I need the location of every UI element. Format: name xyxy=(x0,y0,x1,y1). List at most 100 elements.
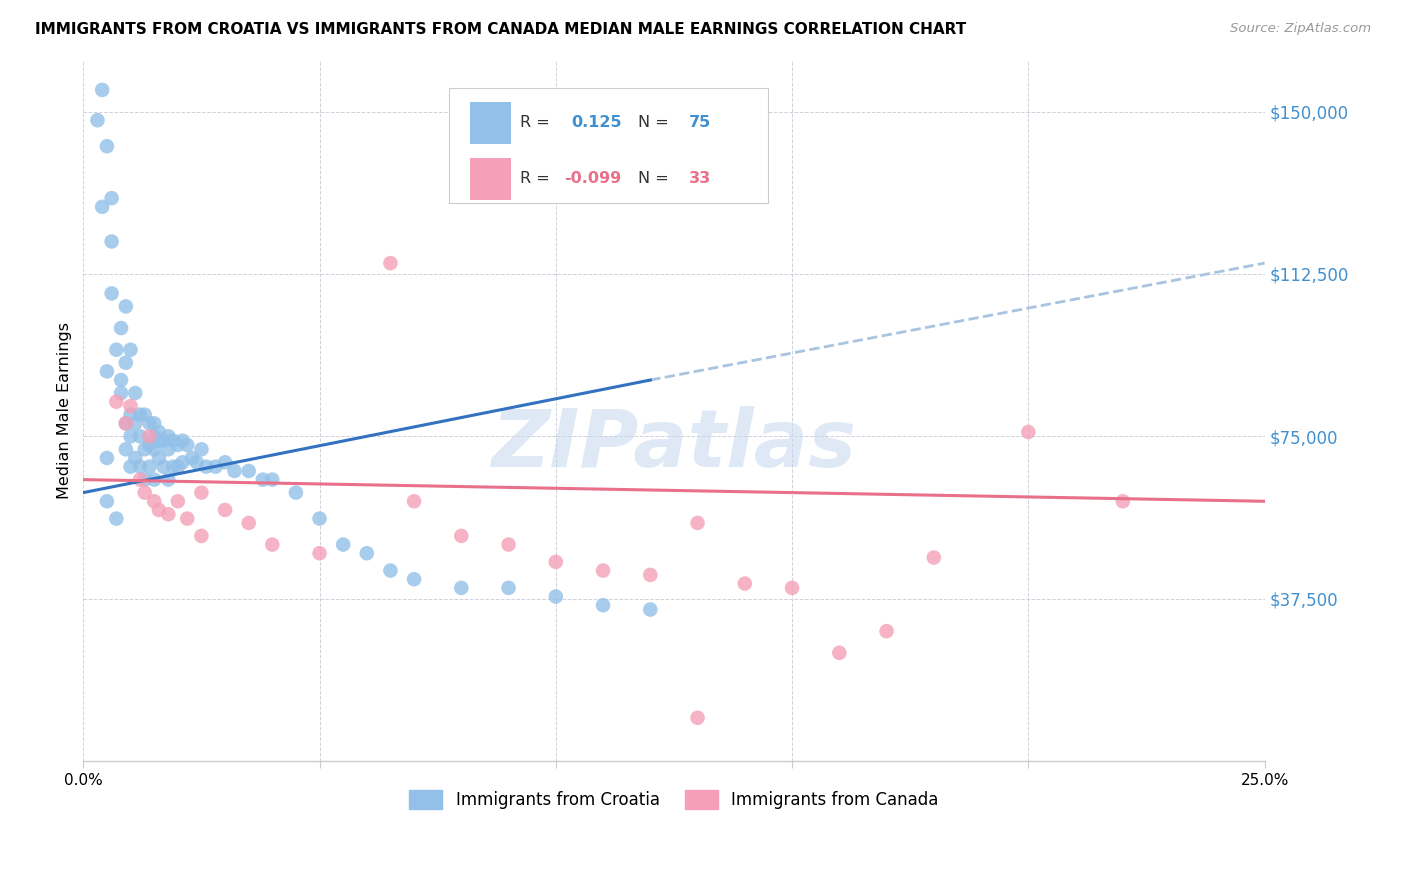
Point xyxy=(120,343,142,357)
Point xyxy=(166,494,188,508)
Point xyxy=(134,473,156,487)
Point xyxy=(356,546,378,560)
Point xyxy=(124,417,146,431)
Point xyxy=(143,417,166,431)
Point xyxy=(734,576,756,591)
Point xyxy=(152,434,174,448)
Point xyxy=(134,442,156,457)
Point xyxy=(181,450,204,465)
Point xyxy=(148,450,170,465)
Point xyxy=(176,511,198,525)
Point xyxy=(592,598,614,612)
Point xyxy=(96,494,118,508)
Point xyxy=(129,429,152,443)
Text: R =: R = xyxy=(520,115,555,130)
Point xyxy=(380,564,402,578)
Text: -0.099: -0.099 xyxy=(564,171,621,186)
Point xyxy=(284,485,307,500)
Point xyxy=(176,438,198,452)
Text: Source: ZipAtlas.com: Source: ZipAtlas.com xyxy=(1230,22,1371,36)
Point xyxy=(148,425,170,439)
Point xyxy=(686,711,709,725)
FancyBboxPatch shape xyxy=(470,102,510,144)
Point xyxy=(166,459,188,474)
Text: R =: R = xyxy=(520,171,555,186)
Point xyxy=(143,473,166,487)
Point xyxy=(120,408,142,422)
Point xyxy=(110,373,132,387)
Point xyxy=(876,624,898,639)
Point xyxy=(134,408,156,422)
Point xyxy=(780,581,803,595)
Point xyxy=(544,590,567,604)
Point xyxy=(100,191,122,205)
Point xyxy=(148,434,170,448)
Point xyxy=(143,429,166,443)
Text: ZIPatlas: ZIPatlas xyxy=(492,407,856,484)
Point xyxy=(138,438,160,452)
Point xyxy=(195,459,218,474)
Point xyxy=(332,538,354,552)
Point xyxy=(124,450,146,465)
Point xyxy=(380,256,402,270)
Point xyxy=(190,529,212,543)
Point xyxy=(262,538,284,552)
Point xyxy=(308,511,330,525)
Text: 75: 75 xyxy=(689,115,711,130)
Point xyxy=(138,417,160,431)
Point xyxy=(172,455,194,469)
Point xyxy=(129,459,152,474)
Point xyxy=(120,459,142,474)
Point xyxy=(828,646,851,660)
Point xyxy=(110,321,132,335)
Point xyxy=(157,508,180,522)
Point xyxy=(143,494,166,508)
Point xyxy=(91,200,114,214)
Point xyxy=(172,434,194,448)
Point xyxy=(120,429,142,443)
Point xyxy=(91,83,114,97)
Point xyxy=(152,459,174,474)
Point xyxy=(162,459,184,474)
Point xyxy=(238,464,260,478)
Point xyxy=(143,442,166,457)
Point xyxy=(224,464,246,478)
Point xyxy=(100,286,122,301)
Point xyxy=(96,364,118,378)
Point xyxy=(190,485,212,500)
Point xyxy=(262,473,284,487)
Point xyxy=(238,516,260,530)
Point xyxy=(214,455,236,469)
Point xyxy=(157,429,180,443)
Point xyxy=(922,550,945,565)
Point xyxy=(105,343,128,357)
Point xyxy=(86,113,108,128)
Point xyxy=(114,417,136,431)
Point xyxy=(134,485,156,500)
Point xyxy=(214,503,236,517)
Point xyxy=(129,473,152,487)
Point xyxy=(450,529,472,543)
Point xyxy=(162,434,184,448)
Point xyxy=(402,494,425,508)
Point xyxy=(138,429,160,443)
Point xyxy=(114,442,136,457)
Point xyxy=(114,417,136,431)
Point xyxy=(105,511,128,525)
Point xyxy=(204,459,226,474)
Legend: Immigrants from Croatia, Immigrants from Canada: Immigrants from Croatia, Immigrants from… xyxy=(402,783,945,816)
Point xyxy=(96,139,118,153)
Point xyxy=(252,473,274,487)
Point xyxy=(402,572,425,586)
Point xyxy=(1112,494,1135,508)
Point xyxy=(114,356,136,370)
Text: N =: N = xyxy=(638,171,675,186)
Point xyxy=(110,386,132,401)
Point xyxy=(105,394,128,409)
Y-axis label: Median Male Earnings: Median Male Earnings xyxy=(58,322,72,499)
Point xyxy=(114,300,136,314)
Text: 33: 33 xyxy=(689,171,711,186)
Text: 0.125: 0.125 xyxy=(571,115,621,130)
Point xyxy=(157,473,180,487)
Point xyxy=(640,567,662,582)
